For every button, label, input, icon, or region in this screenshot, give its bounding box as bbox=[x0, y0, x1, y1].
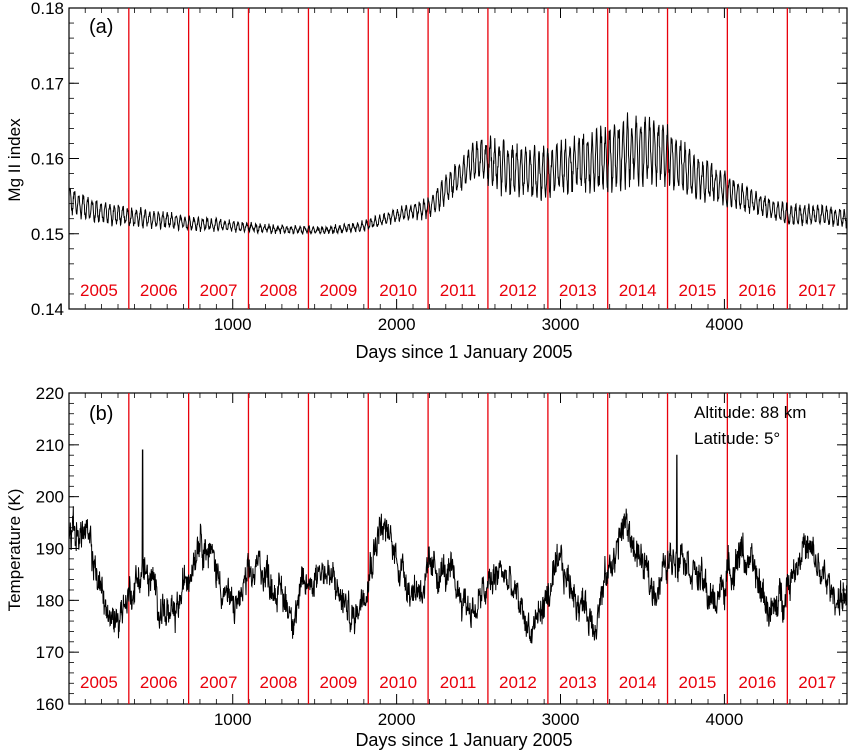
year-label: 2013 bbox=[559, 673, 597, 692]
year-label: 2007 bbox=[200, 673, 238, 692]
x-tick-label: 4000 bbox=[705, 710, 743, 729]
x-axis-label: Days since 1 January 2005 bbox=[355, 342, 572, 362]
panel-label: (a) bbox=[89, 16, 113, 38]
year-label: 2012 bbox=[499, 673, 537, 692]
y-tick-label: 200 bbox=[36, 488, 64, 507]
year-label: 2015 bbox=[679, 673, 717, 692]
year-label: 2006 bbox=[140, 281, 178, 300]
year-label: 2010 bbox=[379, 281, 417, 300]
year-boundary-lines bbox=[128, 393, 788, 704]
x-ticks: 1000 2000 3000 4000 bbox=[84, 393, 840, 729]
year-label: 2008 bbox=[260, 673, 298, 692]
panel-label: (b) bbox=[89, 403, 113, 425]
y-axis-label: Temperature (K) bbox=[5, 489, 24, 612]
panel-a-mg-ii-index: 0.14 0.15 0.16 0.17 0.18 1000 2000 3000 4000 20… bbox=[5, 0, 848, 362]
x-tick-label: 4000 bbox=[705, 315, 743, 334]
y-axis-label: Mg II index bbox=[5, 118, 24, 202]
y-tick-label: 210 bbox=[36, 436, 64, 455]
year-label: 2012 bbox=[499, 281, 537, 300]
y-ticks: 160 170 180 190 200 210 220 bbox=[36, 384, 847, 714]
year-label: 2007 bbox=[200, 281, 238, 300]
x-tick-label: 2000 bbox=[378, 710, 416, 729]
y-tick-label: 190 bbox=[36, 540, 64, 559]
year-label: 2016 bbox=[738, 281, 776, 300]
year-label: 2005 bbox=[80, 673, 118, 692]
x-tick-label: 1000 bbox=[214, 710, 252, 729]
mg-ii-index-line bbox=[68, 112, 848, 236]
year-label: 2009 bbox=[319, 673, 357, 692]
year-labels: 2005 2006 2007 2008 2009 2010 2011 2012 2013 2014… bbox=[80, 673, 836, 692]
y-tick-label: 0.17 bbox=[31, 74, 64, 93]
y-ticks: 0.14 0.15 0.16 0.17 0.18 bbox=[31, 0, 847, 319]
y-tick-label: 220 bbox=[36, 384, 64, 403]
y-tick-label: 0.15 bbox=[31, 225, 64, 244]
year-label: 2008 bbox=[260, 281, 298, 300]
plot-frame bbox=[68, 7, 848, 310]
year-label: 2017 bbox=[798, 673, 836, 692]
y-tick-label: 170 bbox=[36, 643, 64, 662]
year-label: 2014 bbox=[619, 281, 657, 300]
panel-b-temperature: 160 170 180 190 200 210 220 1000 2000 3000 4000 2… bbox=[5, 384, 848, 750]
temperature-line bbox=[68, 449, 848, 644]
x-tick-label: 1000 bbox=[214, 315, 252, 334]
x-ticks: 1000 2000 3000 4000 bbox=[84, 8, 840, 334]
y-tick-label: 180 bbox=[36, 591, 64, 610]
x-tick-label: 3000 bbox=[542, 710, 580, 729]
y-tick-label: 0.18 bbox=[31, 0, 64, 18]
y-tick-label: 0.14 bbox=[31, 300, 64, 319]
annotation-altitude: Altitude: 88 km bbox=[694, 403, 806, 422]
year-label: 2011 bbox=[440, 673, 477, 692]
annotation-latitude: Latitude: 5° bbox=[694, 429, 780, 448]
year-boundary-lines bbox=[128, 8, 788, 309]
year-label: 2015 bbox=[679, 281, 717, 300]
year-label: 2006 bbox=[140, 673, 178, 692]
year-label: 2017 bbox=[798, 281, 836, 300]
year-label: 2011 bbox=[440, 281, 477, 300]
x-axis-label: Days since 1 January 2005 bbox=[355, 730, 572, 750]
year-label: 2005 bbox=[80, 281, 118, 300]
year-label: 2013 bbox=[559, 281, 597, 300]
x-tick-label: 2000 bbox=[378, 315, 416, 334]
year-label: 2010 bbox=[379, 673, 417, 692]
year-label: 2014 bbox=[619, 673, 657, 692]
year-labels: 2005 2006 2007 2008 2009 2010 2011 2012 2013 2014… bbox=[80, 281, 836, 300]
y-tick-label: 160 bbox=[36, 695, 64, 714]
year-label: 2016 bbox=[738, 673, 776, 692]
year-label: 2009 bbox=[319, 281, 357, 300]
x-tick-label: 3000 bbox=[542, 315, 580, 334]
y-tick-label: 0.16 bbox=[31, 150, 64, 169]
